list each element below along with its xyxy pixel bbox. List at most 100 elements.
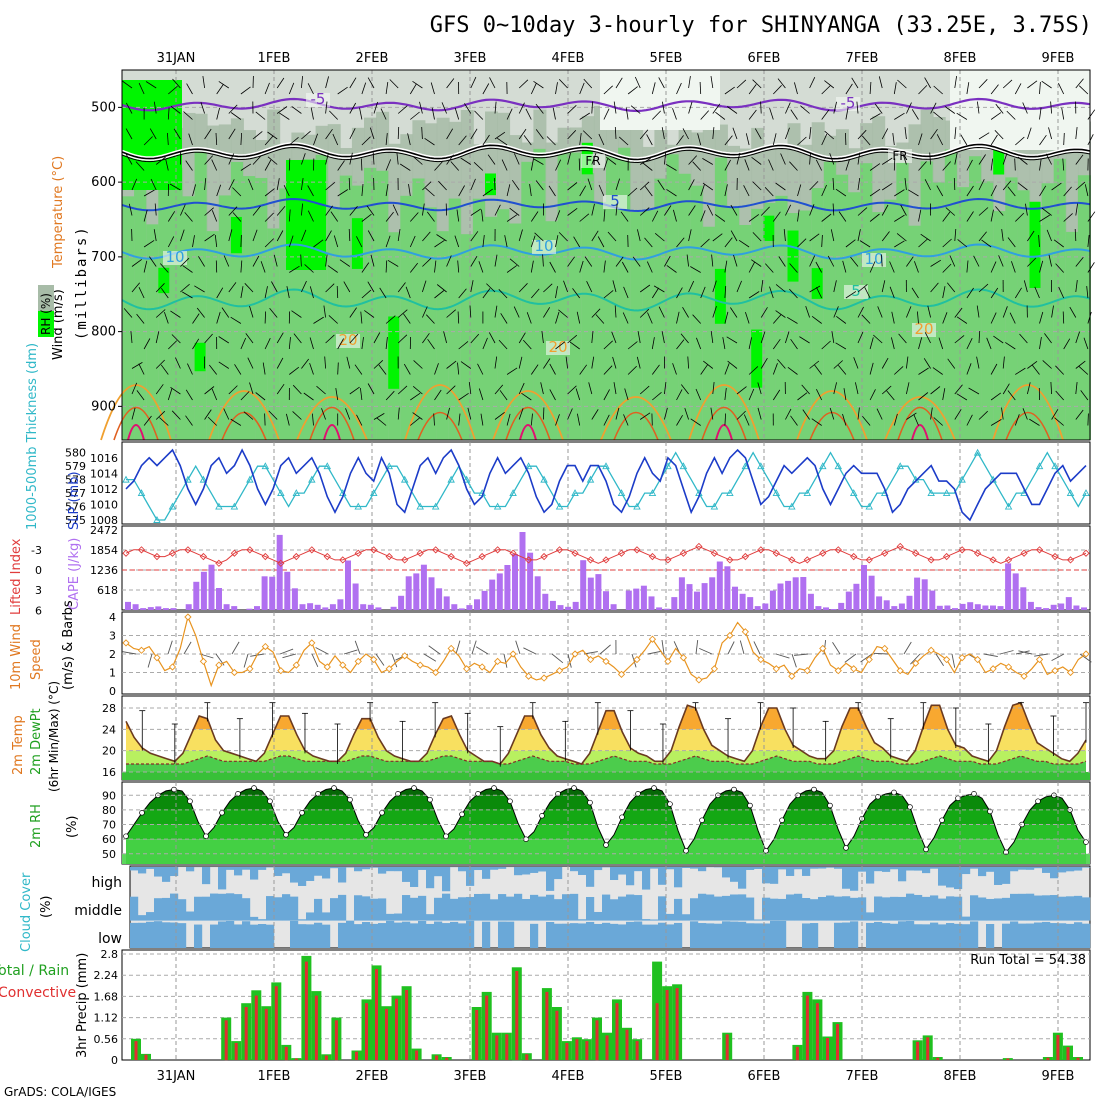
wind-barb: [143, 260, 148, 273]
wind-barb: [724, 388, 727, 401]
upper-air-wind-barbs: [122, 75, 1096, 426]
wind-barb: [918, 161, 927, 171]
wind-barb: [325, 283, 335, 293]
wind-barb: [1058, 83, 1065, 95]
thickness-point: [849, 489, 858, 497]
wind-barb: [1027, 257, 1037, 267]
cape-bar: [754, 606, 761, 610]
wind-barb: [577, 413, 581, 426]
wind-barb: [549, 389, 556, 401]
cloud-middle-bar: [522, 899, 531, 921]
rh-point: [939, 817, 945, 823]
precip-convective-bar: [926, 1037, 930, 1060]
cloud-middle-bar: [322, 912, 331, 921]
wind-barb: [646, 261, 653, 273]
wind-barb: [981, 239, 992, 248]
wind-barb: [1050, 381, 1052, 395]
cloud-low-bar: [1010, 921, 1019, 948]
wind-barb: [434, 239, 445, 248]
cloud-low-bar: [922, 924, 931, 948]
wind-barb: [956, 393, 968, 401]
wind-barb: [658, 77, 665, 89]
cape-ylabel-cape: CAPE (J/kg): [67, 538, 82, 610]
precip-convective-bar: [495, 1035, 499, 1060]
wind-barb: [458, 135, 467, 146]
date-label-top: 7FEB: [846, 51, 879, 66]
wind-barb: [549, 261, 556, 273]
wind-barb: [760, 280, 764, 293]
cape-bar: [709, 577, 716, 610]
cloud-high-bar: [1066, 867, 1075, 872]
wind-barb: [876, 408, 883, 420]
cloud-high-bar: [554, 867, 563, 880]
rh-point: [747, 802, 753, 809]
wind-barb: [591, 356, 595, 369]
wind-barb: [180, 204, 186, 216]
wind-barb: [809, 152, 811, 165]
wind-barb: [917, 311, 919, 324]
wind-barb: [125, 102, 133, 114]
cape-bar: [898, 603, 905, 610]
lifted-index-point: [385, 552, 393, 561]
wind-barb: [499, 390, 508, 401]
wind-barb: [477, 363, 484, 375]
wind-barb: [264, 82, 270, 95]
cloud-low-bar: [1066, 923, 1075, 948]
cloud-low-bar: [602, 922, 611, 948]
cloud-high-bar: [746, 867, 755, 870]
wind-barb: [894, 189, 905, 197]
cloud-high-bar: [474, 867, 483, 871]
wind-barb: [240, 286, 244, 299]
wind-barb: [881, 128, 889, 140]
contour-label: 10: [165, 248, 184, 266]
wind-barb: [1062, 311, 1065, 324]
cloud-high-bar: [130, 867, 139, 871]
wind-barb: [637, 331, 641, 344]
wind-speed-point: [1051, 667, 1059, 675]
wind-barb: [936, 134, 944, 146]
precip-convective-bar: [515, 971, 519, 1060]
rh-point: [283, 832, 289, 838]
precip-convective-bar: [274, 986, 278, 1060]
rh-point: [379, 810, 385, 816]
wind-barb: [623, 414, 629, 426]
wind-barb: [894, 240, 905, 248]
cloud-middle-bar: [538, 896, 547, 921]
wind-barb: [186, 83, 193, 95]
cloud-high-bar: [490, 867, 499, 870]
cloud-middle-bar: [394, 913, 403, 921]
cloud-low-bar: [210, 924, 219, 948]
cape-bar: [815, 606, 822, 610]
cape-bar: [527, 552, 534, 610]
cape-bar: [390, 606, 397, 610]
date-label-bottom: 8FEB: [944, 1069, 977, 1084]
cloud-middle-bar: [242, 898, 251, 921]
lifted-index-point: [788, 556, 796, 564]
wind-barb: [330, 211, 339, 222]
cloud-middle-bar: [202, 896, 211, 921]
wind-speed-point: [679, 654, 688, 662]
lifted-index-point: [633, 546, 641, 554]
lifted-index-point: [432, 546, 440, 554]
temperature-contour: [121, 146, 1091, 164]
wind-barb: [835, 188, 847, 197]
cloud-low-bar: [674, 922, 683, 948]
rh-band-green: [860, 163, 874, 441]
wind-barb: [264, 286, 268, 299]
cloud-high-bar: [658, 867, 667, 885]
cape-bar: [838, 602, 845, 610]
cloud-middle-bar: [402, 895, 411, 921]
cloud-middle-bar: [666, 913, 675, 921]
wind-barb: [791, 653, 797, 668]
rh-tick-label: 80: [102, 804, 116, 817]
rh-band-green: [690, 185, 704, 440]
precip-convective-bar: [665, 990, 669, 1060]
precip-tick-label: 1.12: [94, 1012, 119, 1025]
wind-barb: [397, 309, 408, 318]
cloud-high-bar: [250, 867, 259, 880]
wind-barb: [356, 414, 363, 426]
rh-point: [267, 798, 273, 804]
cloud-middle-bar: [682, 914, 691, 921]
precip-convective-bar: [264, 1008, 268, 1060]
wind-barb: [155, 359, 165, 369]
